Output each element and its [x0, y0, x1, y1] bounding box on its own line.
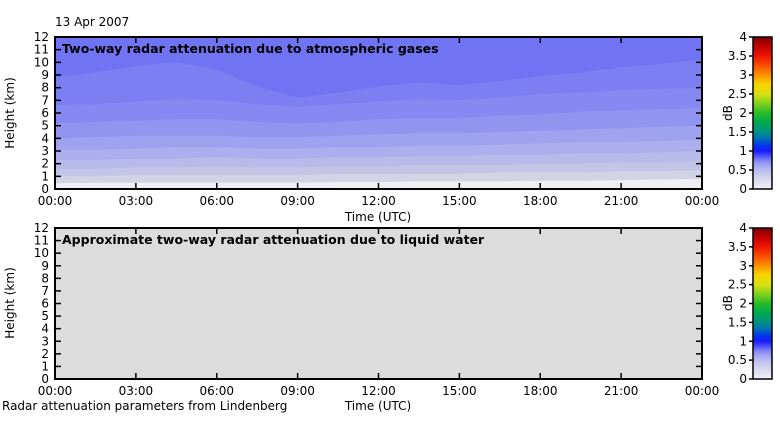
- gas-colorbar-unit-label: dB: [721, 105, 735, 121]
- y-tick-label: 8: [41, 271, 49, 285]
- x-tick-label: 09:00: [280, 194, 315, 208]
- axis-ticks: [56, 229, 701, 378]
- x-tick-label: 00:00: [685, 194, 720, 208]
- y-tick-label: 4: [41, 322, 49, 336]
- y-tick-label: 7: [41, 284, 49, 298]
- y-tick-label: 5: [41, 119, 49, 133]
- colorbar-tick-label: 3: [739, 68, 747, 82]
- colorbar-tick-label: 1.5: [728, 125, 747, 139]
- plot-frame: [54, 227, 703, 380]
- x-tick-label: 18:00: [523, 384, 558, 398]
- y-tick-label: 4: [41, 131, 49, 145]
- date-label: 13 Apr 2007: [55, 15, 129, 29]
- colorbar-tick-label: 3.5: [728, 240, 747, 254]
- y-tick-label: 1: [41, 359, 49, 373]
- x-tick-label: 06:00: [199, 194, 234, 208]
- y-tick-label: 5: [41, 309, 49, 323]
- colorbar-tick-label: 0.5: [728, 163, 747, 177]
- y-tick-label: 9: [41, 259, 49, 273]
- y-tick-label: 6: [41, 106, 49, 120]
- colorbar-tick-label: 3.5: [728, 49, 747, 63]
- x-tick-label: 03:00: [119, 384, 154, 398]
- x-tick-label: 00:00: [685, 384, 720, 398]
- colorbar-gradient: [753, 228, 772, 379]
- x-tick-label: 21:00: [604, 384, 639, 398]
- x-tick-label: 00:00: [38, 194, 73, 208]
- colorbar-tick-label: 1: [739, 144, 747, 158]
- x-tick-label: 15:00: [442, 384, 477, 398]
- y-tick-label: 0: [41, 182, 49, 196]
- colorbar-gradient: [753, 37, 772, 189]
- x-tick-label: 15:00: [442, 194, 477, 208]
- y-tick-label: 3: [41, 144, 49, 158]
- x-tick-label: 06:00: [199, 384, 234, 398]
- colorbar-tick-label: 4: [739, 221, 747, 235]
- colorbar-tick-label: 1: [739, 334, 747, 348]
- x-tick-label: 18:00: [523, 194, 558, 208]
- colorbar-tick-label: 2.5: [728, 87, 747, 101]
- x-tick-label: 12:00: [361, 194, 396, 208]
- colorbar-tick-label: 4: [739, 30, 747, 44]
- liquid-colorbar-unit-label: dB: [721, 295, 735, 311]
- y-tick-label: 6: [41, 297, 49, 311]
- gas-attenuation-colorbar: 0 0.5 1 1.5 2 2.5 3 3.5 4: [728, 30, 773, 196]
- colorbar-tick-label: 2: [739, 106, 747, 120]
- y-tick-label: 9: [41, 68, 49, 82]
- liquid-panel-xlabel: Time (UTC): [344, 399, 411, 413]
- y-tick-label: 2: [41, 157, 49, 171]
- gas-panel-xlabel: Time (UTC): [344, 210, 411, 224]
- footer-note: Radar attenuation parameters from Linden…: [2, 399, 287, 413]
- axis-ticks: [56, 38, 701, 188]
- colorbar-tick-label: 2: [739, 297, 747, 311]
- colorbar-tick-label: 0: [739, 182, 747, 196]
- y-tick-label: 1: [41, 169, 49, 183]
- colorbar-tick-label: 0: [739, 372, 747, 386]
- y-tick-label: 11: [34, 234, 49, 248]
- y-tick-label: 10: [34, 55, 49, 69]
- x-tick-label: 21:00: [604, 194, 639, 208]
- y-tick-label: 0: [41, 372, 49, 386]
- gas-attenuation-panel: 00:00 03:00 06:00 09:00 12:00 15:00 18:00 21:00…: [34, 30, 720, 208]
- y-tick-label: 12: [34, 30, 49, 44]
- liquid-attenuation-colorbar: 0 0.5 1 1.5 2 2.5 3 3.5 4: [728, 221, 773, 386]
- x-tick-label: 03:00: [119, 194, 154, 208]
- y-tick-label: 2: [41, 347, 49, 361]
- liquid-panel-title: Approximate two-way radar attenuation du…: [62, 232, 485, 247]
- y-tick-label: 11: [34, 43, 49, 57]
- y-tick-label: 10: [34, 246, 49, 260]
- colorbar-tick-label: 0.5: [728, 353, 747, 367]
- y-tick-label: 12: [34, 221, 49, 235]
- y-tick-label: 7: [41, 93, 49, 107]
- x-tick-label: 12:00: [361, 384, 396, 398]
- y-tick-label: 3: [41, 334, 49, 348]
- gas-panel-title: Two-way radar attenuation due to atmosph…: [62, 41, 439, 56]
- plot-frame: [54, 36, 703, 190]
- liquid-attenuation-panel: 00:00 03:00 06:00 09:00 12:00 15:00 18:00 21:00…: [34, 221, 720, 398]
- colorbar-tick-label: 3: [739, 259, 747, 273]
- colorbar-tick-label: 2.5: [728, 278, 747, 292]
- x-tick-label: 09:00: [280, 384, 315, 398]
- colorbar-tick-label: 1.5: [728, 315, 747, 329]
- no-liquid-water-field: [55, 228, 702, 379]
- gas-panel-ylabel: Height (km): [3, 77, 17, 148]
- y-tick-label: 8: [41, 81, 49, 95]
- x-tick-label: 00:00: [38, 384, 73, 398]
- liquid-panel-ylabel: Height (km): [3, 267, 17, 338]
